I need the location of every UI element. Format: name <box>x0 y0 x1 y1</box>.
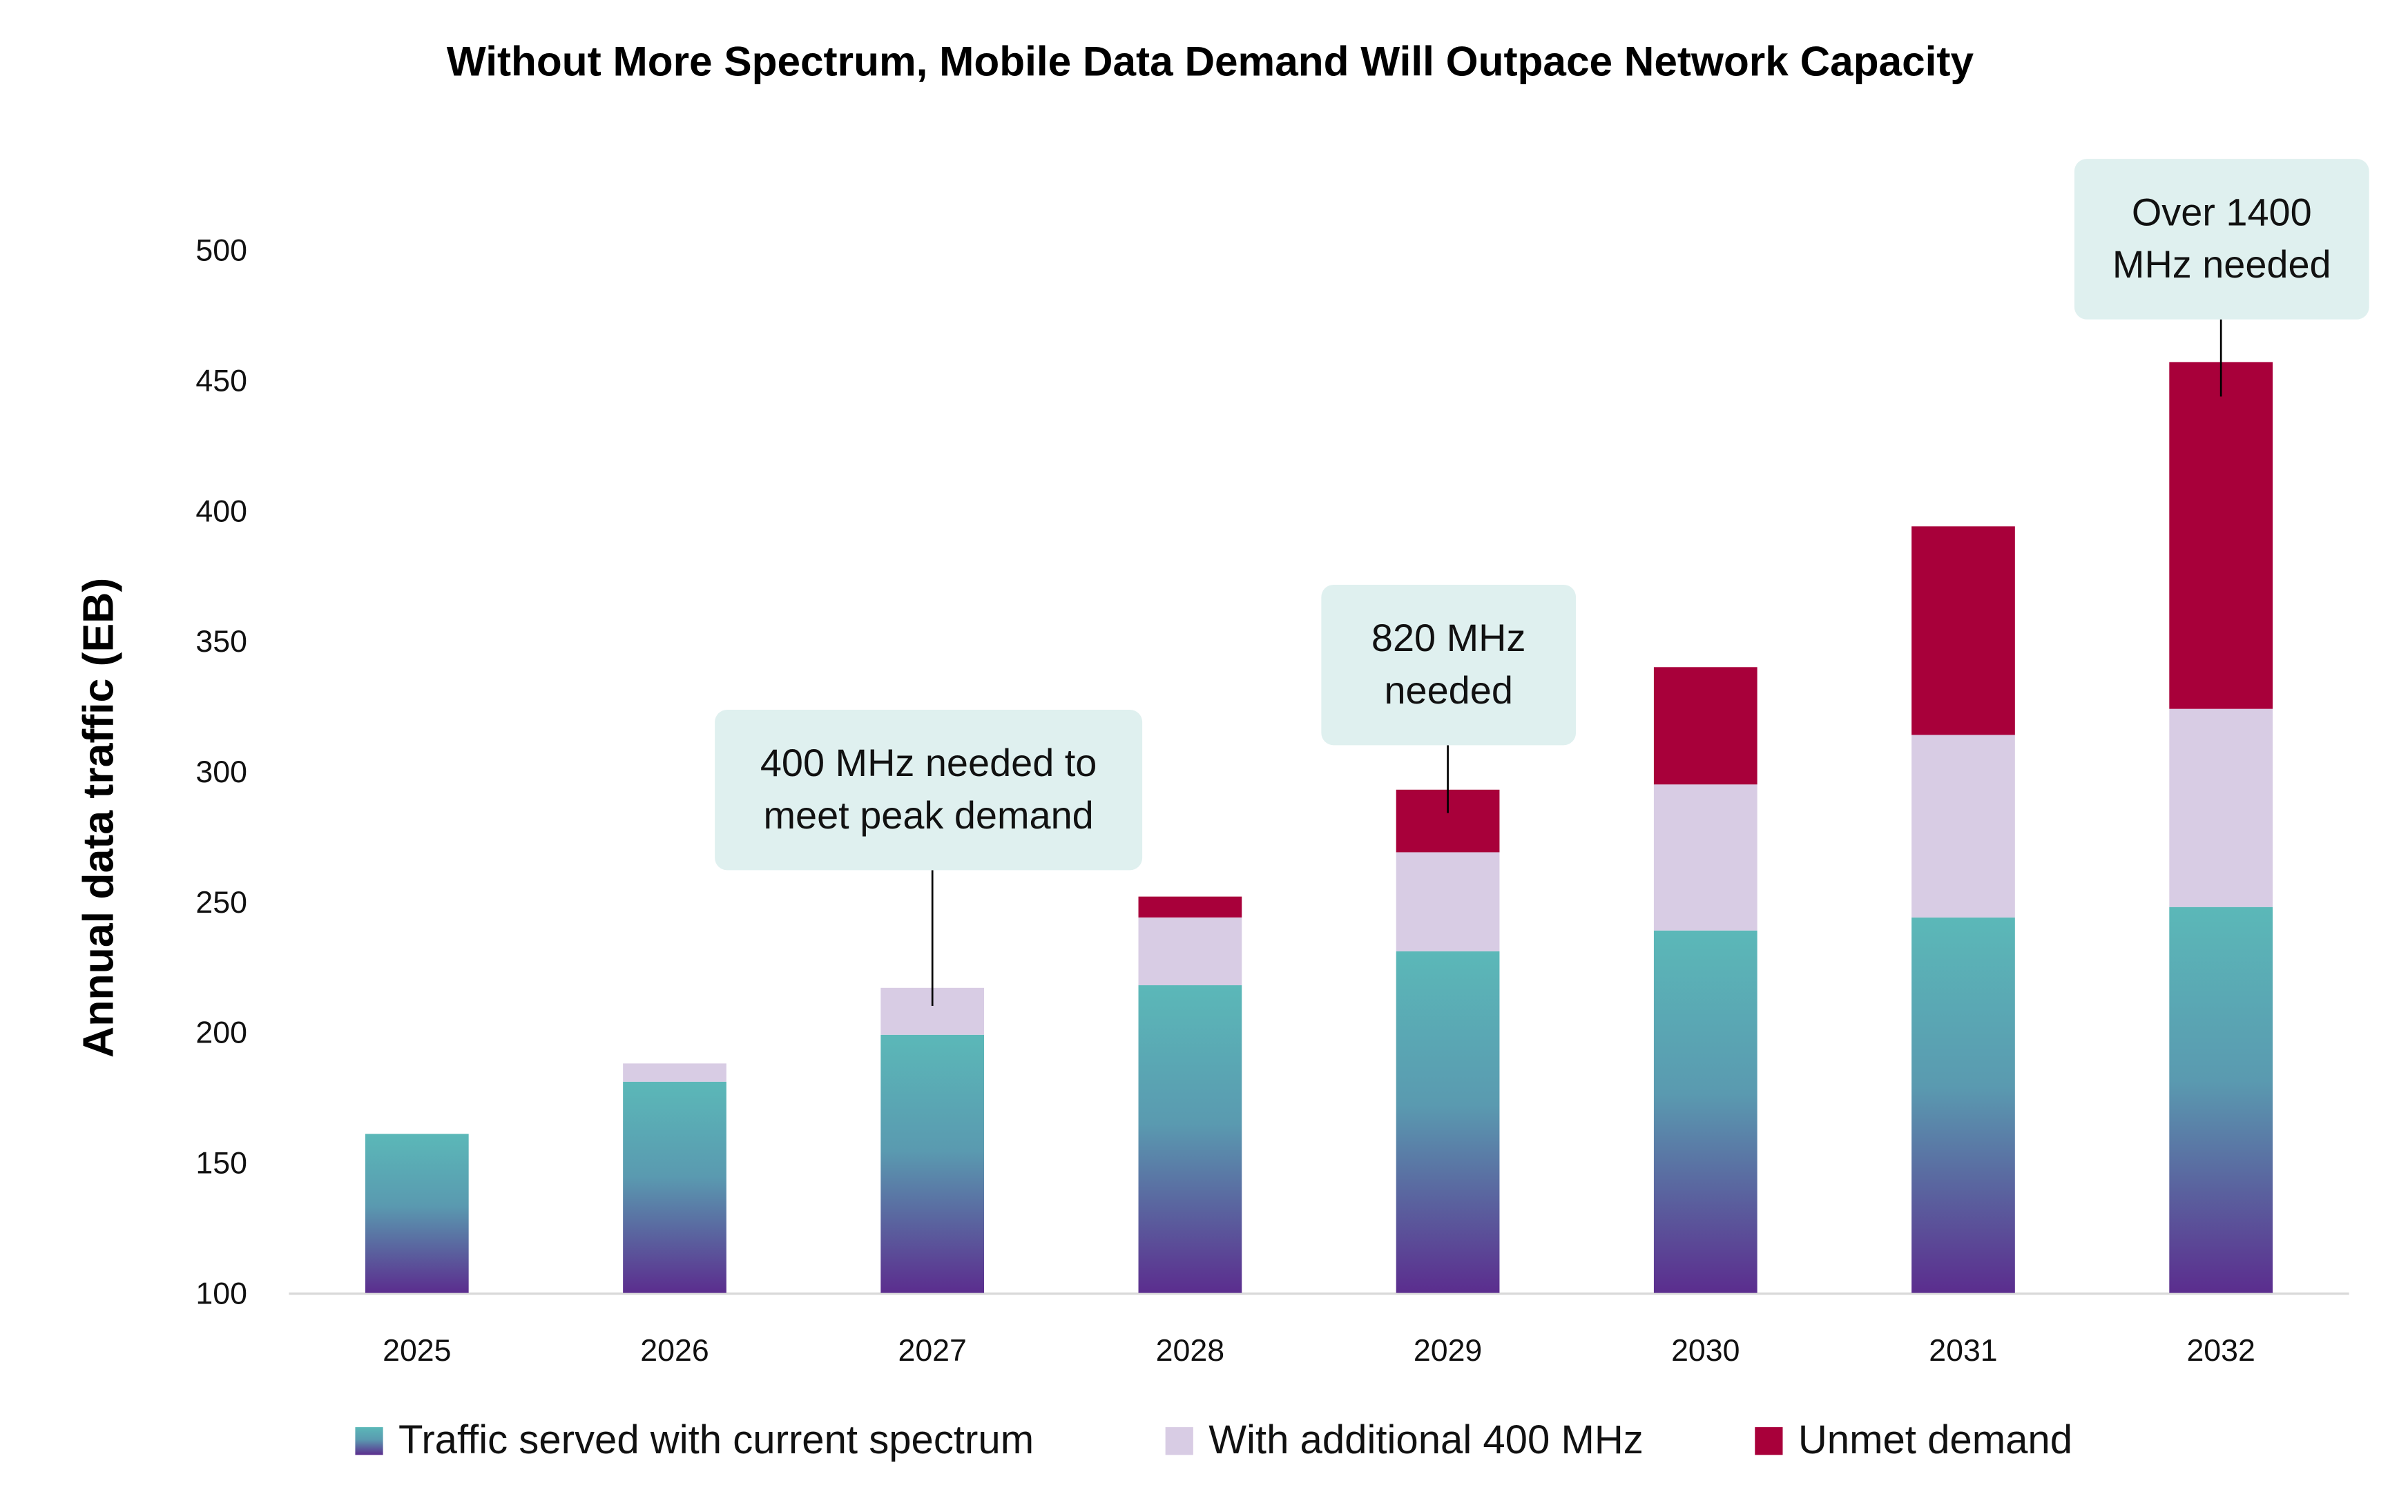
x-tick-label: 2030 <box>1671 1334 1740 1368</box>
bar-segment-additional-400mhz <box>2169 708 2273 907</box>
bar-segment-additional-400mhz <box>1138 917 1242 986</box>
x-tick-label: 2031 <box>1929 1334 1997 1368</box>
bar-segment-unmet-demand <box>1911 526 2015 735</box>
callout-text: 400 MHz needed to <box>760 741 1097 784</box>
bar-segment-unmet-demand <box>1138 896 1242 918</box>
bars <box>365 362 2273 1293</box>
legend-item: Traffic served with current spectrum <box>355 1417 1034 1462</box>
callout-box <box>2074 159 2369 320</box>
legend-label: Unmet demand <box>1798 1417 2072 1462</box>
annotations: 400 MHz needed to meet peak demand 820 MHz… <box>715 159 2369 1007</box>
y-tick-label: 200 <box>195 1016 247 1050</box>
y-axis-label: Annual data traffic (EB) <box>75 578 123 1058</box>
legend-swatch <box>1755 1427 1783 1455</box>
bar-segment-additional-400mhz <box>1396 852 1500 951</box>
bar-segment-additional-400mhz <box>1911 735 2015 918</box>
legend-label: With additional 400 MHz <box>1208 1417 1644 1462</box>
legend-swatch <box>355 1427 383 1455</box>
bar-segment-current-spectrum <box>1396 951 1500 1293</box>
bar-segment-current-spectrum <box>1138 985 1242 1293</box>
y-tick-label: 400 <box>195 494 247 528</box>
x-tick-label: 2029 <box>1414 1334 1482 1368</box>
y-tick-label: 450 <box>195 364 247 398</box>
bar-segment-current-spectrum <box>1911 917 2015 1293</box>
callout: Over 1400 MHz needed <box>2074 159 2369 397</box>
legend: Traffic served with current spectrum With… <box>355 1417 2072 1462</box>
legend-label: Traffic served with current spectrum <box>398 1417 1034 1462</box>
chart-title: Without More Spectrum, Mobile Data Deman… <box>447 37 1974 84</box>
bar-segment-additional-400mhz <box>1653 784 1757 931</box>
bar-segment-unmet-demand <box>2169 362 2273 709</box>
callout: 820 MHz needed <box>1321 584 1577 813</box>
y-tick-label: 350 <box>195 625 247 659</box>
callout-text: meet peak demand <box>763 793 1093 837</box>
callout-box <box>1321 584 1577 746</box>
bar-segment-current-spectrum <box>2169 907 2273 1293</box>
y-tick-label: 500 <box>195 234 247 268</box>
legend-item: With additional 400 MHz <box>1165 1417 1644 1462</box>
callout-box <box>715 709 1143 871</box>
bar-segment-unmet-demand <box>1653 667 1757 785</box>
legend-item: Unmet demand <box>1755 1417 2072 1462</box>
y-tick-label: 150 <box>195 1146 247 1180</box>
bar-segment-current-spectrum <box>880 1034 985 1293</box>
callout-text: MHz needed <box>2112 242 2331 286</box>
x-tick-label: 2028 <box>1156 1334 1224 1368</box>
callout-text: needed <box>1384 668 1512 712</box>
y-tick-label: 300 <box>195 755 247 789</box>
y-tick-label: 100 <box>195 1277 247 1310</box>
x-axis: 2025 2026 2027 2028 2029 2030 2031 2032 <box>383 1334 2255 1368</box>
x-tick-label: 2027 <box>898 1334 966 1368</box>
bar-segment-current-spectrum <box>623 1081 726 1293</box>
bar-segment-current-spectrum <box>365 1134 469 1293</box>
callout: 400 MHz needed to meet peak demand <box>715 709 1143 1007</box>
callout-text: 820 MHz <box>1371 616 1526 659</box>
x-tick-label: 2025 <box>383 1334 451 1368</box>
bar-segment-additional-400mhz <box>623 1063 726 1082</box>
x-tick-label: 2026 <box>640 1334 709 1368</box>
y-axis: 100 150 200 250 300 350 400 450 500 <box>195 234 247 1311</box>
bar-segment-current-spectrum <box>1653 930 1757 1293</box>
callout-text: Over 1400 <box>2132 190 2312 233</box>
y-tick-label: 250 <box>195 886 247 920</box>
legend-swatch <box>1165 1427 1193 1455</box>
x-tick-label: 2032 <box>2186 1334 2255 1368</box>
